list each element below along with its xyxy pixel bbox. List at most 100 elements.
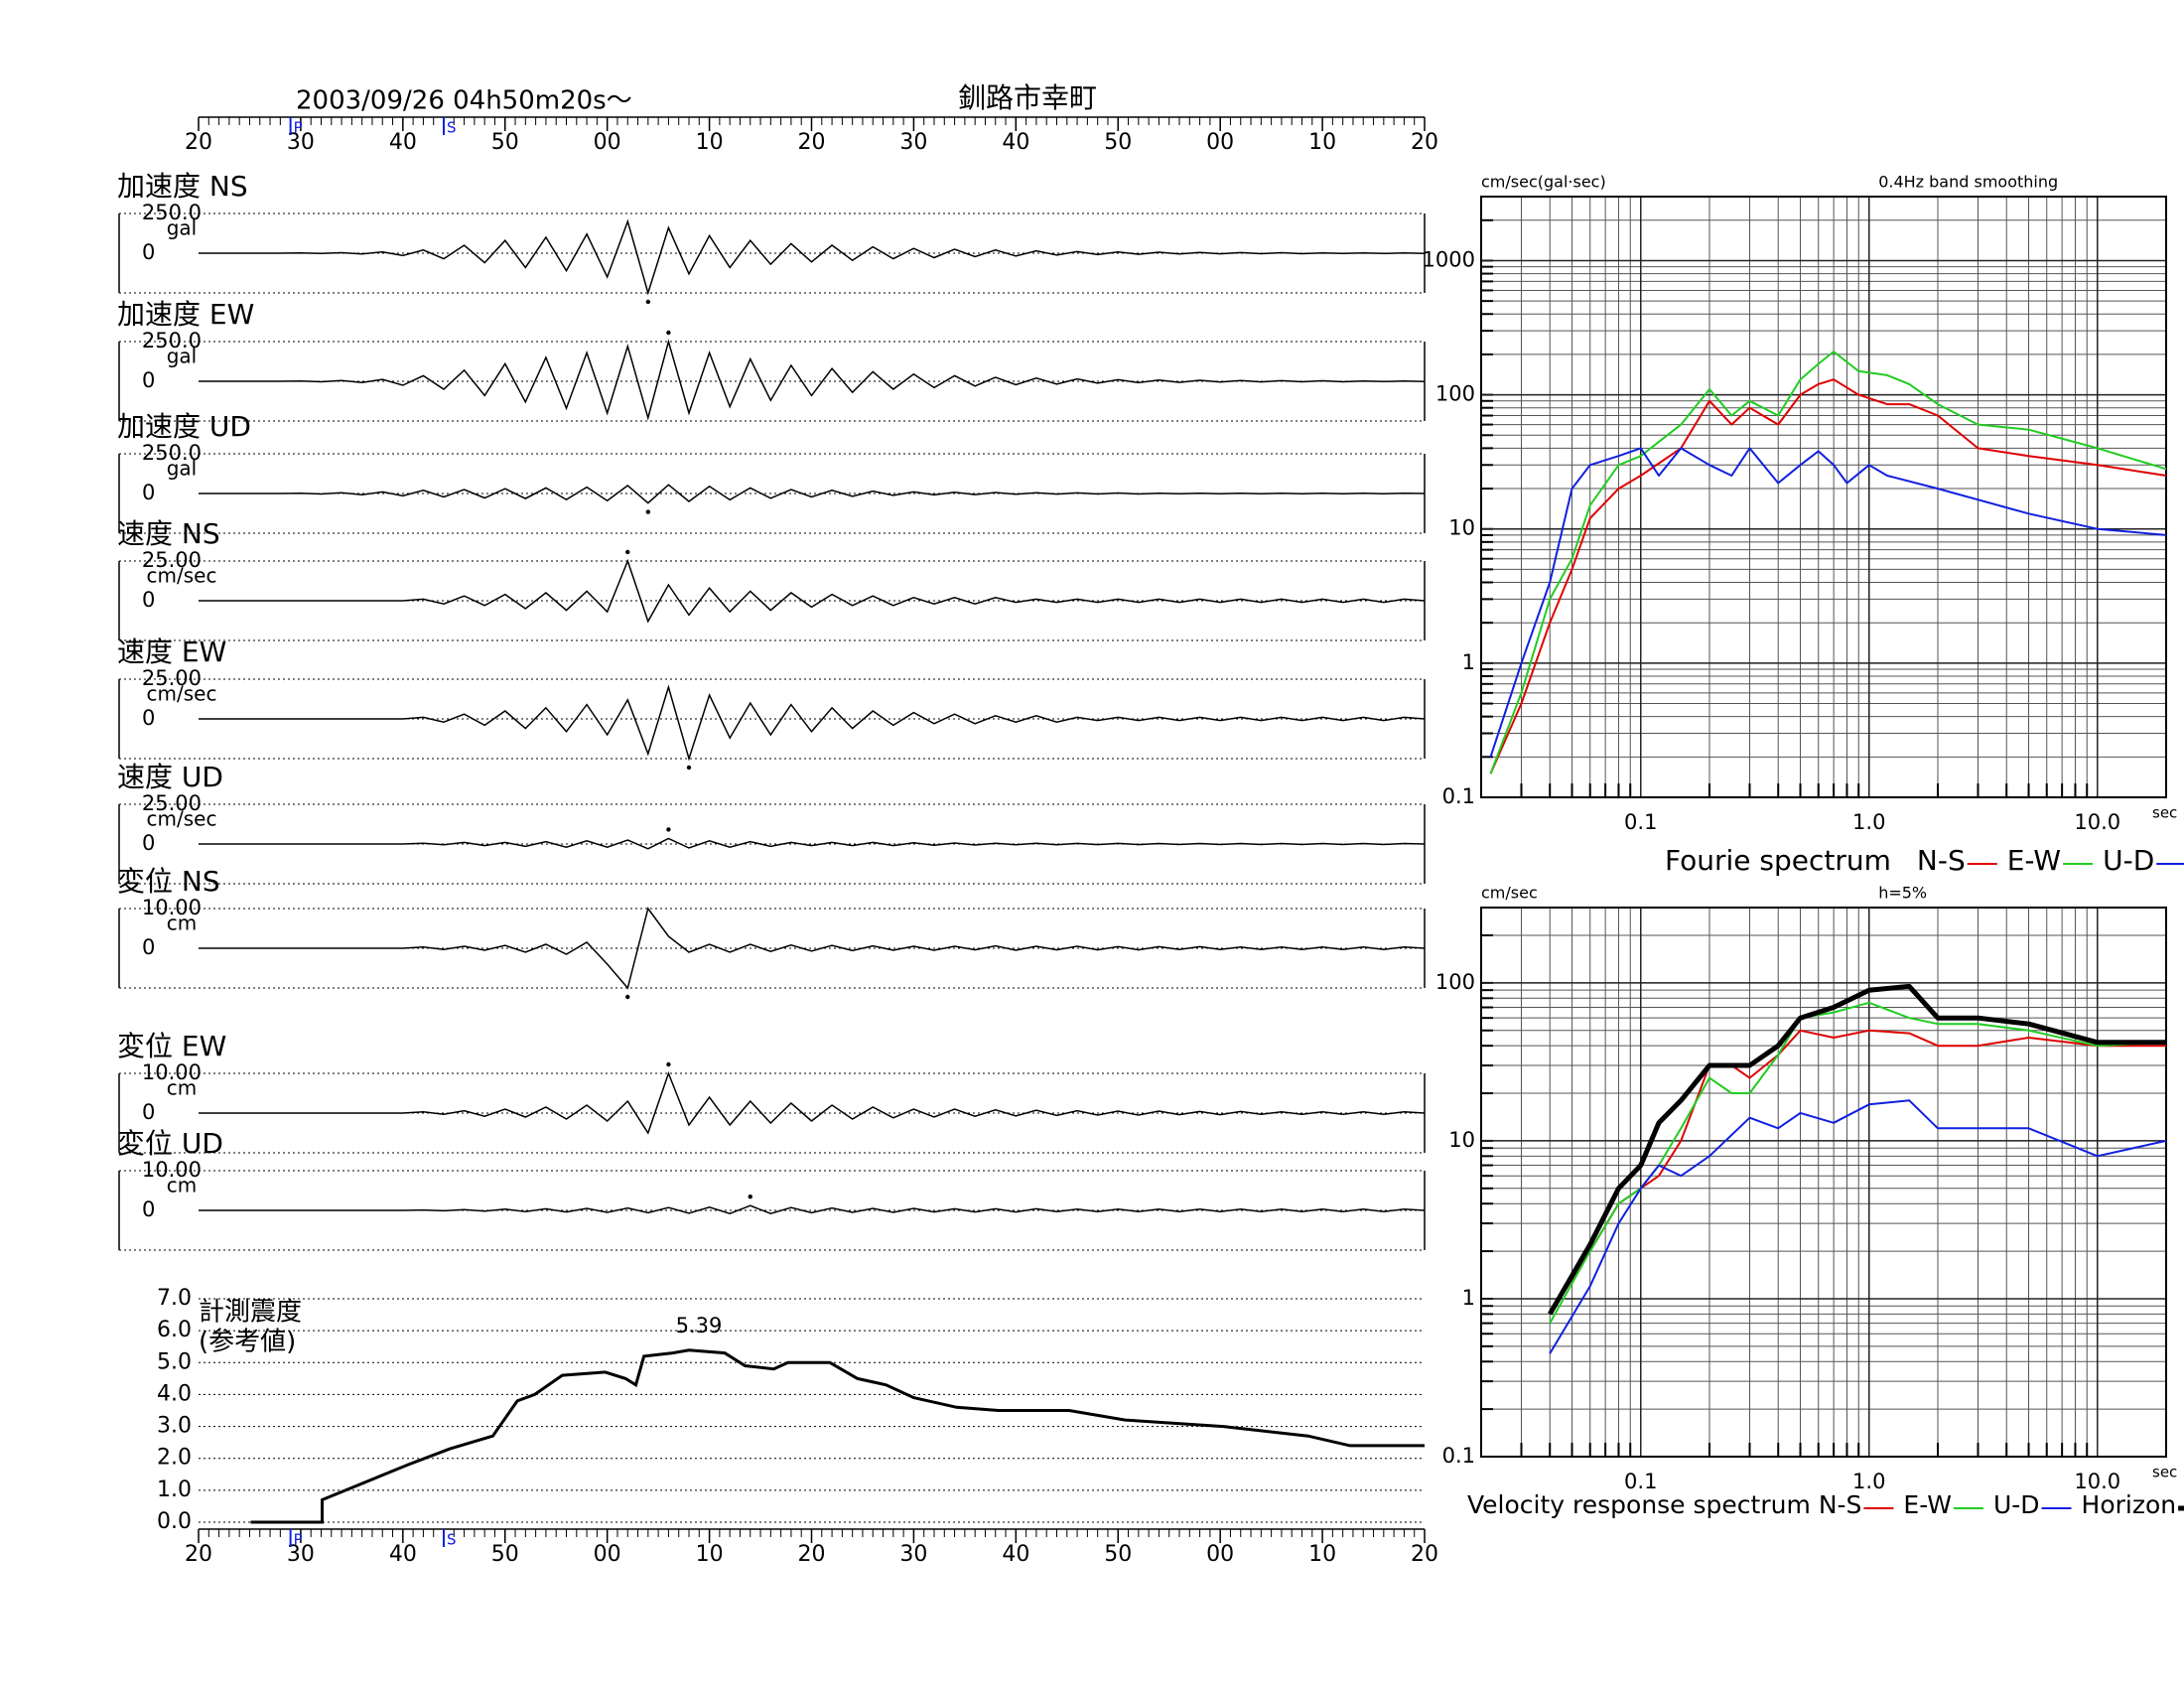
y-tick-label: 10.00 [142, 896, 202, 919]
y-tick-label: 0.0 [157, 1509, 192, 1534]
x-tick-label: 10 [696, 1542, 724, 1567]
x-tick-label: 20 [798, 130, 826, 155]
x-tick-label: 10.0 [2074, 810, 2120, 834]
x-tick-label: 00 [594, 130, 621, 155]
x-axis-label: sec [2152, 1464, 2177, 1481]
y-tick-label: 0 [142, 588, 155, 612]
phase-marker-label: S [447, 1531, 457, 1549]
y-tick-label: 10 [1448, 516, 1475, 540]
y-tick-label: 10 [1448, 1128, 1475, 1152]
x-tick-label: 20 [185, 1542, 212, 1567]
waveform [199, 684, 1426, 762]
trace-unit: gal [167, 345, 198, 368]
y-tick-label: 100 [1435, 382, 1475, 406]
x-tick-label: 40 [389, 130, 417, 155]
trace-label: 変位 NS [117, 865, 220, 898]
x-tick-label: 50 [1104, 130, 1132, 155]
x-tick-label: 0.1 [1624, 1470, 1657, 1493]
intensity-label: 計測震度 [199, 1298, 302, 1328]
y-axis-label: cm/sec [1481, 884, 1538, 903]
y-tick-label: 1000 [1423, 247, 1475, 271]
y-tick-label: 2.0 [157, 1446, 192, 1471]
x-tick-label: 50 [491, 130, 519, 155]
y-tick-label: 0 [142, 368, 155, 392]
legend-label: N-S [1819, 1490, 1862, 1519]
y-tick-label: 0 [142, 935, 155, 959]
trace-label: 変位 EW [117, 1030, 226, 1062]
y-tick-label: 0.1 [1442, 784, 1475, 808]
x-tick-label: 20 [798, 1542, 826, 1567]
y-tick-label: 1 [1462, 650, 1475, 674]
peak-dot [748, 1195, 752, 1199]
x-tick-label: 10.0 [2074, 1470, 2120, 1493]
waveform [199, 837, 1426, 850]
x-tick-label: 1.0 [1852, 810, 1885, 834]
waveform [199, 1070, 1426, 1135]
trace-label: 加速度 UD [117, 410, 251, 443]
y-tick-label: 250.0 [142, 201, 202, 224]
trace-unit: gal [167, 457, 198, 481]
x-tick-label: 40 [389, 1542, 417, 1567]
plot-frame [1480, 196, 2167, 798]
y-tick-label: 25.00 [142, 666, 202, 690]
trace-label: 速度 NS [117, 517, 220, 550]
spectrum-line [1548, 983, 2166, 1316]
x-tick-label: 1.0 [1852, 1470, 1885, 1493]
y-tick-label: 0.1 [1442, 1444, 1475, 1468]
x-tick-label: 40 [1002, 130, 1029, 155]
peak-dot [666, 330, 671, 336]
peak-dot [645, 299, 651, 305]
y-tick-label: 10.00 [142, 1060, 202, 1084]
trace-label: 加速度 NS [117, 170, 248, 203]
x-tick-label: 20 [1411, 130, 1438, 155]
annotation: 0.4Hz band smoothing [1878, 173, 2058, 192]
x-tick-label: 10 [1308, 1542, 1336, 1567]
legend-title: Velocity response spectrum [1467, 1490, 1811, 1519]
y-tick-label: 0 [142, 706, 155, 730]
peak-dot [666, 827, 671, 832]
trace-label: 加速度 EW [117, 298, 254, 331]
y-tick-label: 3.0 [157, 1414, 192, 1439]
y-tick-label: 25.00 [142, 791, 202, 815]
legend-label: N-S [1917, 844, 1966, 877]
trace-unit: cm/sec [147, 564, 217, 588]
intensity-label: (参考値) [199, 1328, 296, 1357]
start-time: 2003/09/26 04h50m20s〜 [296, 86, 632, 116]
waveform [199, 484, 1426, 504]
trace-unit: cm/sec [147, 682, 217, 706]
trace-unit: cm [167, 912, 197, 935]
y-axis-label: cm/sec(gal·sec) [1481, 173, 1606, 192]
y-tick-label: 0 [142, 481, 155, 504]
x-axis-label: sec [2152, 804, 2177, 822]
spectrum-line [1489, 447, 2167, 758]
phase-marker-label: S [447, 119, 457, 137]
annotation: h=5% [1878, 884, 1927, 903]
waveform [199, 558, 1426, 624]
spectrum-line [1549, 1099, 2167, 1354]
waveform [199, 218, 1426, 296]
peak-dot [625, 994, 630, 1000]
legend-label: E-W [2007, 844, 2061, 877]
x-tick-label: 10 [1308, 130, 1336, 155]
spectrum-line [1489, 351, 2167, 774]
y-tick-label: 250.0 [142, 441, 202, 465]
y-tick-label: 0 [142, 1100, 155, 1124]
waveform [199, 1204, 1426, 1214]
peak-dot [625, 549, 630, 555]
legend-label: E-W [1903, 1490, 1952, 1519]
x-tick-label: 50 [1104, 1542, 1132, 1567]
station-title: 釧路市幸町 [958, 81, 1097, 114]
y-tick-label: 4.0 [157, 1381, 192, 1406]
y-tick-label: 7.0 [157, 1286, 192, 1311]
x-tick-label: 50 [491, 1542, 519, 1567]
x-tick-label: 30 [899, 130, 927, 155]
legend-title: Fourie spectrum [1665, 844, 1891, 877]
x-tick-label: 0.1 [1624, 810, 1657, 834]
x-tick-label: 10 [696, 130, 724, 155]
y-tick-label: 6.0 [157, 1318, 192, 1342]
y-tick-label: 100 [1435, 970, 1475, 994]
y-tick-label: 10.00 [142, 1158, 202, 1182]
x-tick-label: 20 [185, 130, 212, 155]
trace-unit: gal [167, 216, 198, 240]
trace-unit: cm [167, 1076, 197, 1100]
